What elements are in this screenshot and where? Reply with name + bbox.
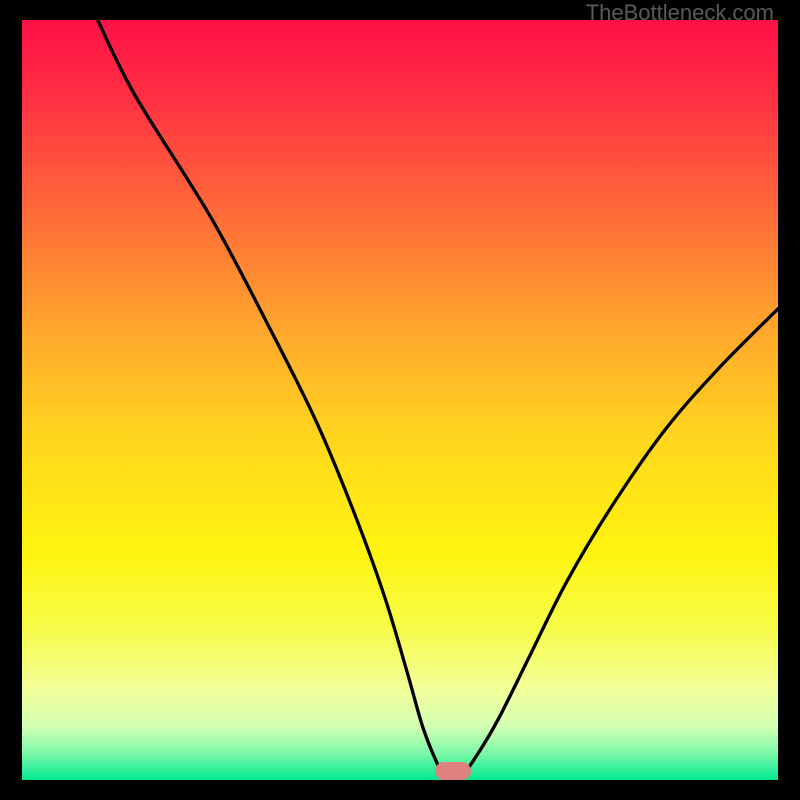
bottleneck-curve	[22, 20, 778, 780]
attribution-text: TheBottleneck.com	[586, 0, 774, 26]
plot-area	[22, 20, 778, 780]
curve-path	[98, 20, 778, 778]
optimal-marker	[435, 762, 471, 780]
bottleneck-chart: TheBottleneck.com	[0, 0, 800, 800]
